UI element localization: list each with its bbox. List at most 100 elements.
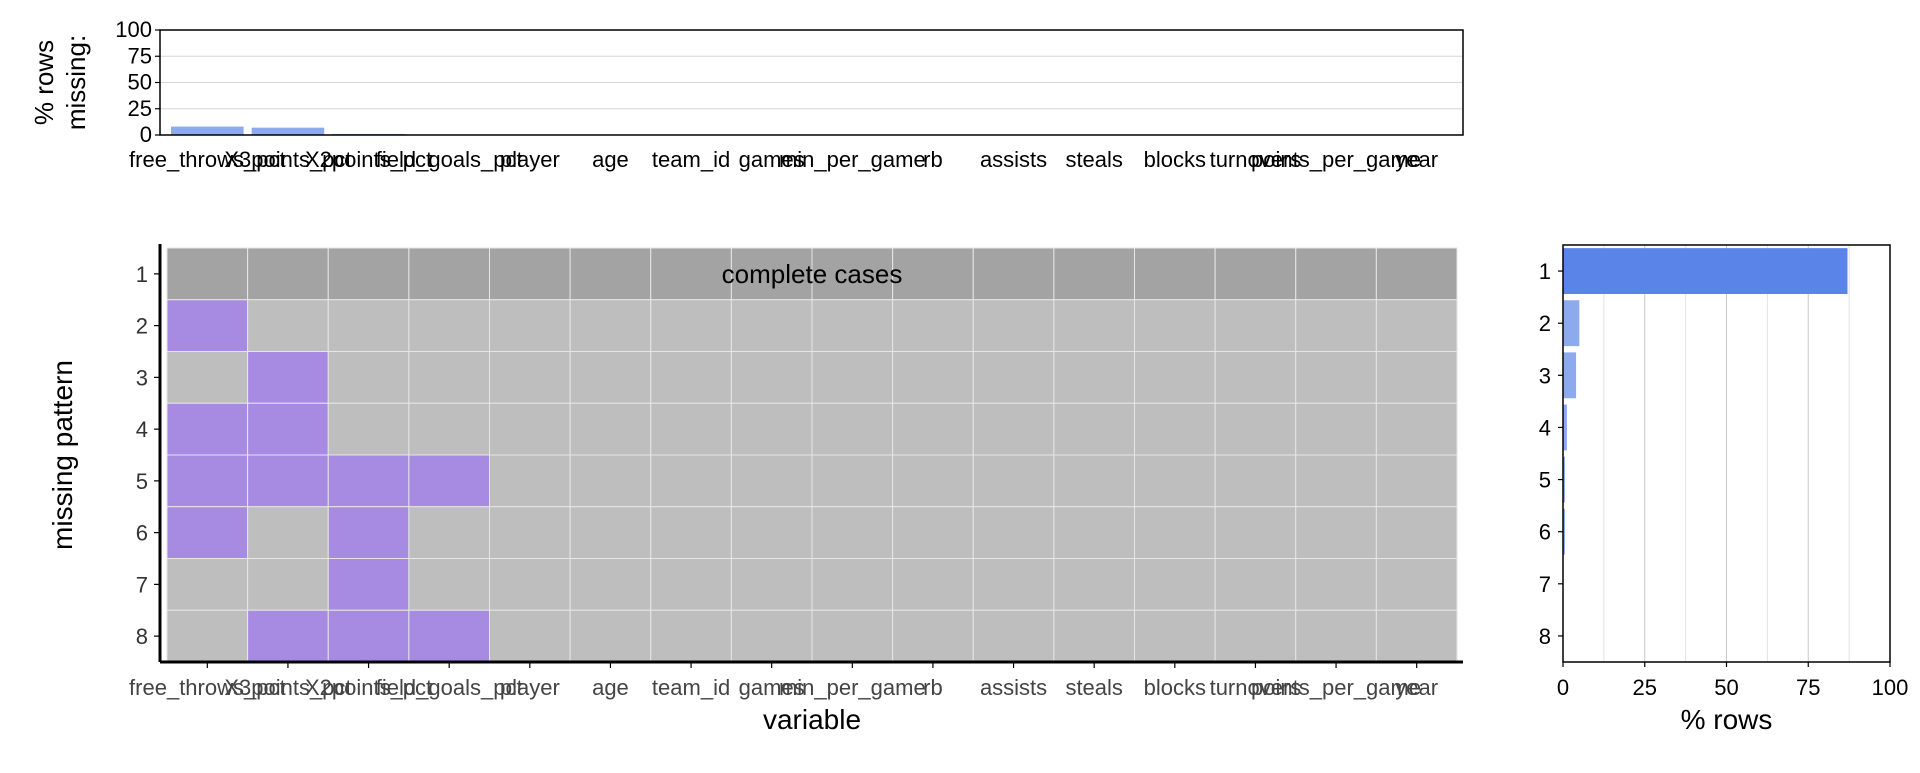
heatmap-panel: complete cases12345678free_throws_pctX3p…: [47, 244, 1463, 735]
heatmap-cell-missing: [328, 507, 409, 559]
heatmap-cell: [1135, 248, 1216, 300]
heatmap-cell: [248, 507, 329, 559]
heatmap-x-tick-label: min_per_game: [779, 675, 926, 700]
heatmap-cell: [651, 403, 732, 455]
heatmap-cell: [570, 300, 651, 352]
top-x-tick-label: rb: [923, 147, 943, 172]
heatmap-cell: [1135, 455, 1216, 507]
heatmap-cell: [1296, 352, 1377, 404]
heatmap-cell: [1054, 248, 1135, 300]
heatmap-cell: [731, 403, 812, 455]
heatmap-cell: [651, 610, 732, 662]
heatmap-cell: [1135, 352, 1216, 404]
heatmap-cell: [651, 455, 732, 507]
heatmap-y-tick-label: 3: [136, 365, 148, 390]
right-bar: [1563, 352, 1576, 398]
right-y-tick-label: 2: [1539, 311, 1551, 336]
top-x-tick-label: steals: [1065, 147, 1122, 172]
heatmap-x-tick-label: blocks: [1144, 675, 1206, 700]
heatmap-cell: [328, 248, 409, 300]
heatmap-cell: [1215, 300, 1296, 352]
heatmap-y-tick-label: 6: [136, 521, 148, 546]
heatmap-cell: [1215, 455, 1296, 507]
heatmap-cell: [893, 403, 974, 455]
heatmap-cell: [893, 455, 974, 507]
right-x-tick-label: 0: [1557, 675, 1569, 700]
heatmap-cell: [973, 248, 1054, 300]
heatmap-y-tick-label: 1: [136, 262, 148, 287]
heatmap-cell: [248, 300, 329, 352]
right-y-tick-label: 7: [1539, 572, 1551, 597]
heatmap-cell: [651, 559, 732, 611]
heatmap-cell: [328, 403, 409, 455]
heatmap-cell: [490, 610, 571, 662]
heatmap-cell: [1054, 455, 1135, 507]
heatmap-cell: [812, 559, 893, 611]
top-y-tick-label: 50: [128, 70, 152, 95]
heatmap-cell: [248, 559, 329, 611]
heatmap-cell: [409, 559, 490, 611]
heatmap-cell-missing: [328, 455, 409, 507]
top-x-tick-label: age: [592, 147, 629, 172]
heatmap-x-tick-label: year: [1395, 675, 1438, 700]
heatmap-cell: [167, 352, 248, 404]
right-x-tick-label: 75: [1796, 675, 1820, 700]
heatmap-cell: [1376, 455, 1457, 507]
heatmap-cell: [1296, 403, 1377, 455]
heatmap-cell-missing: [328, 610, 409, 662]
heatmap-cell: [570, 352, 651, 404]
top-x-tick-label: min_per_game: [779, 147, 926, 172]
top-panel: 0255075100free_throws_pctX3points_pctX2p…: [29, 17, 1463, 172]
heatmap-cell: [1135, 403, 1216, 455]
heatmap-cell: [570, 248, 651, 300]
heatmap-cell-missing: [167, 507, 248, 559]
complete-cases-label: complete cases: [722, 259, 903, 289]
heatmap-cell: [167, 559, 248, 611]
heatmap-cell: [1135, 559, 1216, 611]
heatmap-cell-missing: [248, 610, 329, 662]
heatmap-x-axis-title: variable: [763, 704, 861, 735]
heatmap-cell-missing: [409, 455, 490, 507]
heatmap-cell: [1296, 455, 1377, 507]
right-y-tick-label: 4: [1539, 415, 1551, 440]
heatmap-cell: [1376, 248, 1457, 300]
heatmap-cell: [651, 248, 732, 300]
heatmap-cell: [812, 507, 893, 559]
heatmap-cell: [490, 403, 571, 455]
heatmap-cell: [570, 610, 651, 662]
heatmap-cell: [1054, 403, 1135, 455]
heatmap-cell: [651, 507, 732, 559]
heatmap-cell: [893, 300, 974, 352]
heatmap-cell: [731, 455, 812, 507]
right-y-tick-label: 1: [1539, 259, 1551, 284]
top-x-tick-label: year: [1395, 147, 1438, 172]
right-bar: [1563, 248, 1847, 294]
heatmap-cell: [1296, 559, 1377, 611]
heatmap-cell: [409, 352, 490, 404]
heatmap-cell-missing: [167, 300, 248, 352]
heatmap-cell: [1054, 610, 1135, 662]
heatmap-cell: [1376, 352, 1457, 404]
heatmap-cell: [1296, 507, 1377, 559]
heatmap-cell: [490, 352, 571, 404]
heatmap-cell: [893, 352, 974, 404]
right-y-tick-label: 5: [1539, 468, 1551, 493]
heatmap-cell: [570, 559, 651, 611]
heatmap-cell: [1215, 559, 1296, 611]
heatmap-cell: [893, 559, 974, 611]
heatmap-cell: [1135, 300, 1216, 352]
heatmap-cell: [893, 610, 974, 662]
heatmap-x-tick-label: assists: [980, 675, 1047, 700]
heatmap-cell: [1376, 610, 1457, 662]
heatmap-x-tick-label: player: [500, 675, 560, 700]
right-x-axis-title: % rows: [1681, 704, 1773, 735]
top-x-tick-label: assists: [980, 147, 1047, 172]
heatmap-cell: [1215, 248, 1296, 300]
heatmap-cell: [490, 300, 571, 352]
heatmap-cell: [570, 403, 651, 455]
heatmap-cell: [812, 610, 893, 662]
heatmap-x-tick-label: steals: [1065, 675, 1122, 700]
heatmap-y-tick-label: 2: [136, 314, 148, 339]
heatmap-cell: [1135, 610, 1216, 662]
heatmap-cell: [167, 248, 248, 300]
